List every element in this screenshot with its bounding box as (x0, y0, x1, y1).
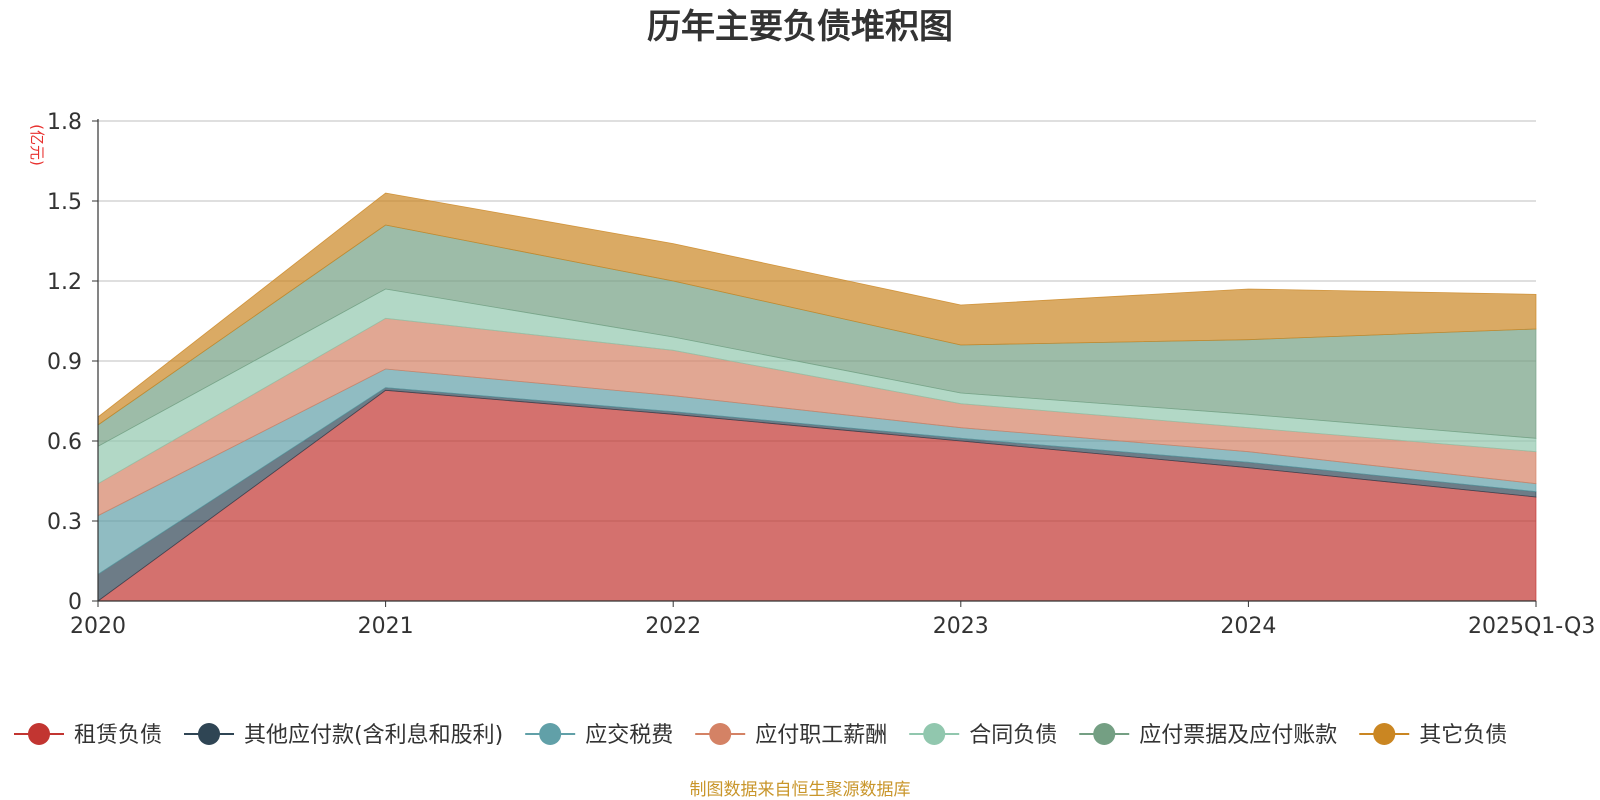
legend-marker-dot (539, 723, 562, 745)
legend-label: 其它负债 (1419, 723, 1507, 748)
legend-item-6[interactable]: 应付票据及应付账款 (1079, 723, 1337, 748)
legend-marker-dot (28, 723, 50, 745)
legend-marker-dot (198, 723, 221, 745)
legend-item-5[interactable]: 合同负债 (909, 723, 1057, 748)
series-areas (96, 192, 1537, 602)
x-tick-label: 2023 (933, 614, 989, 639)
legend-label: 应付职工薪酬 (755, 723, 887, 748)
y-tick-label: 0.9 (47, 350, 82, 375)
legend-item-7[interactable]: 其它负债 (1359, 723, 1507, 748)
y-tick-label: 1.5 (47, 190, 82, 215)
y-tick-label: 1.2 (47, 270, 82, 295)
legend-label: 租赁负债 (74, 723, 162, 748)
legend-item-4[interactable]: 应付职工薪酬 (695, 723, 887, 748)
y-tick-label: 0.3 (47, 510, 82, 535)
legend-marker-dot (709, 723, 732, 745)
area-series-7 (97, 192, 1537, 426)
x-tick-label: 2024 (1220, 614, 1276, 639)
legend-label: 合同负债 (969, 723, 1057, 748)
legend-item-3[interactable]: 应交税费 (525, 723, 673, 748)
legend-label: 应交税费 (585, 723, 673, 748)
data-source-note: 制图数据来自恒生聚源数据库 (690, 780, 911, 800)
legend-marker-dot (1373, 723, 1396, 745)
legend[interactable]: 租赁负债 其他应付款(含利息和股利) 应交税费 应付职工薪酬 合同负债 应付票据及应付账款… (14, 723, 1507, 748)
x-tick-label: 2021 (358, 614, 414, 639)
x-tick-label: 2020 (70, 614, 126, 639)
legend-label: 应付票据及应付账款 (1139, 723, 1337, 748)
axes: 0 0.3 0.6 0.9 1.2 1.5 1.8 2020 2021 2022 2023 2024 2… (47, 110, 1595, 639)
legend-item-2[interactable]: 其他应付款(含利息和股利) (184, 723, 503, 748)
legend-item-1[interactable]: 租赁负债 (14, 723, 162, 748)
x-tick-label: 2022 (645, 614, 701, 639)
y-tick-label: 0 (68, 590, 82, 615)
y-axis-unit-label: (亿元) (28, 124, 46, 166)
x-tick-label: 2025Q1-Q3 (1468, 614, 1595, 639)
y-tick-label: 1.8 (47, 110, 82, 135)
chart-title: 历年主要负债堆积图 (647, 7, 953, 47)
legend-marker-dot (1093, 723, 1116, 745)
y-tick-label: 0.6 (47, 430, 82, 455)
legend-label: 其他应付款(含利息和股利) (244, 723, 503, 748)
legend-marker-dot (923, 723, 946, 745)
